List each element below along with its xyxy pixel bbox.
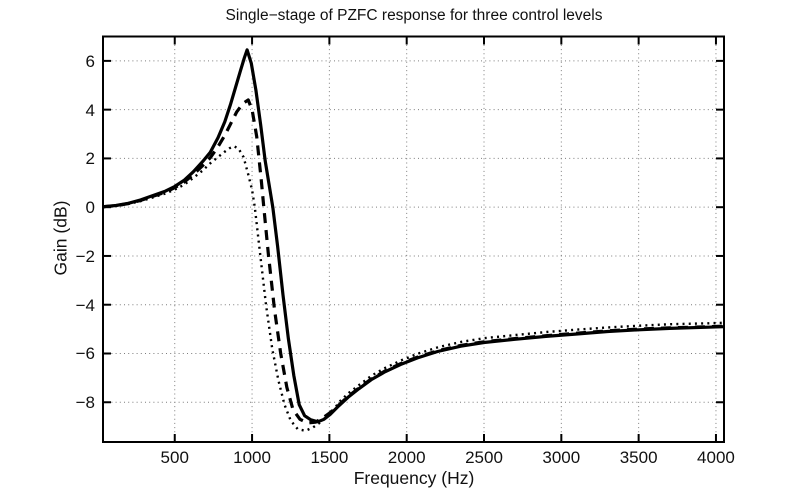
- curves: [103, 48, 724, 432]
- x-tick-label-1000: 1000: [233, 448, 271, 467]
- y-tick-label-2: 2: [85, 149, 95, 169]
- y-tick-label--8: −8: [75, 393, 95, 413]
- y-tick-label-0: 0: [85, 198, 95, 218]
- x-tick-label-4000: 4000: [697, 448, 735, 467]
- x-axis-label: Frequency (Hz): [353, 468, 475, 488]
- x-tick-label-3500: 3500: [619, 448, 658, 467]
- y-tick-label--2: −2: [75, 246, 95, 266]
- dotted-curve: [103, 145, 724, 432]
- axes-box: [102, 35, 725, 443]
- y-tick-label-6: 6: [85, 51, 95, 71]
- x-tick-label-3000: 3000: [542, 448, 581, 467]
- x-tick-label-1500: 1500: [310, 448, 349, 467]
- grid-lines: [103, 36, 724, 442]
- y-tick-label-4: 4: [85, 100, 95, 120]
- x-tick-label-500: 500: [160, 448, 189, 467]
- chart-title: Single−stage of PZFC response for three …: [225, 7, 603, 24]
- solid-curve: [103, 48, 724, 424]
- x-tick-label-2500: 2500: [465, 448, 503, 467]
- y-axis-label: Gain (dB): [50, 200, 71, 276]
- x-tick-label-2000: 2000: [387, 448, 426, 467]
- y-tick-label--6: −6: [75, 344, 95, 364]
- dashed-curve: [103, 98, 724, 425]
- y-tick-label--4: −4: [75, 295, 95, 315]
